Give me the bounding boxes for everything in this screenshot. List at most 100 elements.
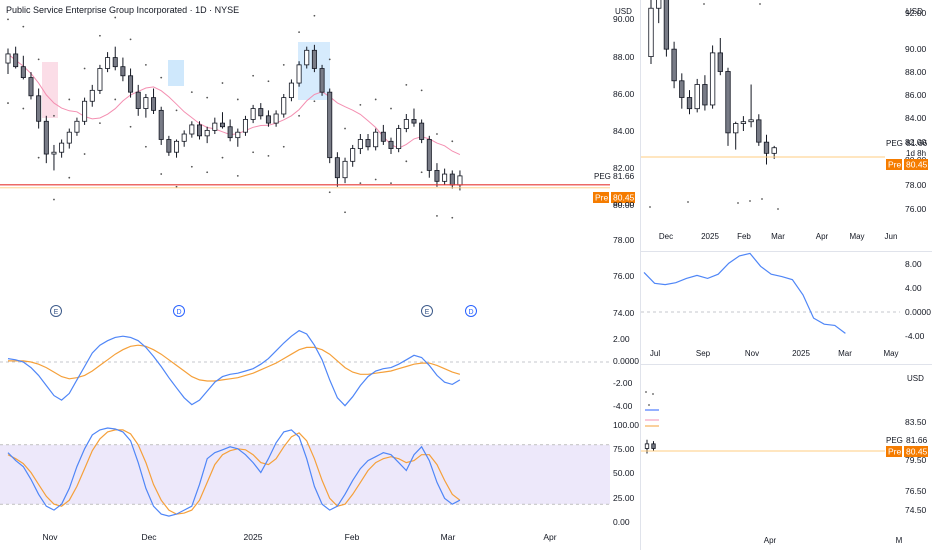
main-candle[interactable] [36,95,42,122]
panel-tr-candle[interactable] [763,141,770,154]
main-candle[interactable] [419,122,425,140]
panel-tr-band-dot [737,202,739,204]
main-candle[interactable] [20,66,26,79]
band-dot-lower [405,160,408,163]
main-candle[interactable] [166,139,172,153]
panel-tr-badge-pre-value-bg [904,159,928,170]
main-x-axis-label: Dec [141,532,157,542]
main-candle[interactable] [357,139,363,149]
main-candle[interactable] [74,120,80,133]
main-candle[interactable] [380,131,386,142]
main-candle[interactable] [120,66,126,77]
main-candle[interactable] [288,82,294,99]
main-candle[interactable] [66,131,72,144]
main-candle[interactable] [43,120,49,155]
main-candle[interactable] [128,75,134,93]
band-dot-upper [68,98,71,101]
main-candle[interactable] [51,151,57,155]
band-dot-lower [236,174,239,177]
main-candle[interactable] [319,68,325,93]
panel-tr-candle[interactable] [648,7,654,58]
main-candle[interactable] [28,77,34,97]
main-candle[interactable] [235,131,241,139]
macd-signal-line [8,344,461,382]
main-candle[interactable] [365,139,371,148]
main-candle[interactable] [327,91,333,159]
panel-tr-candle[interactable] [671,48,677,82]
panel-tr-candle[interactable] [756,119,762,143]
earnings-marker-icon[interactable] [421,305,433,317]
panel-tr-candle[interactable] [748,119,754,123]
main-candle[interactable] [151,97,157,111]
earnings-marker-icon[interactable] [50,305,62,317]
main-candle[interactable] [411,119,417,124]
main-candle[interactable] [242,119,248,133]
panel-br-candle[interactable] [651,443,656,449]
main-candle[interactable] [426,139,432,171]
panel-tr-candle[interactable] [694,84,700,110]
main-candle[interactable] [442,173,448,182]
panel-tr-candle[interactable] [709,52,716,106]
panel-tr-candle[interactable] [717,52,723,72]
main-candle[interactable] [457,175,463,186]
panel-br-candle[interactable] [644,443,650,449]
main-candle[interactable] [273,113,279,124]
band-dot-lower [451,216,454,219]
main-candle[interactable] [212,122,218,131]
panel-tr-candle[interactable] [725,71,731,134]
main-candle[interactable] [204,129,210,137]
main-candle[interactable] [97,68,103,91]
panel-br-badge-pre-value: 80.45 [906,447,928,457]
main-candle[interactable] [281,97,287,115]
main-candle[interactable] [227,126,233,139]
main-candle[interactable] [396,128,402,149]
panel-tr-candle[interactable] [702,84,708,106]
main-candle[interactable] [143,97,149,109]
main-candle[interactable] [296,64,302,84]
band-dot-lower [328,191,331,194]
main-candle[interactable] [158,109,164,140]
main-badge-pre-value-bg [611,192,635,203]
dividend-marker-icon[interactable] [173,305,185,317]
main-candle[interactable] [258,108,264,117]
main-candle[interactable] [59,142,65,153]
main-candle[interactable] [304,49,310,66]
main-candle[interactable] [342,160,348,179]
main-candle[interactable] [265,115,271,124]
main-candle[interactable] [174,140,180,153]
panel-mr-x-axis-label: Mar [838,349,852,358]
dividend-marker-icon[interactable] [465,305,477,317]
main-candle[interactable] [13,53,19,68]
main-candle[interactable] [189,124,195,135]
main-candle[interactable] [434,170,440,182]
main-candle[interactable] [219,122,225,128]
main-candle[interactable] [311,49,317,69]
main-candle[interactable] [388,140,394,149]
panel-tr-candle[interactable] [733,123,739,134]
main-candle[interactable] [135,91,141,109]
main-candle[interactable] [5,53,11,64]
main-candle[interactable] [89,89,95,102]
main-candle[interactable] [350,148,356,162]
main-candle[interactable] [250,108,256,120]
main-candle[interactable] [105,57,111,69]
panel-tr-candle[interactable] [686,97,693,110]
main-candle[interactable] [196,124,202,137]
band-dot-upper [206,96,209,99]
main-candle[interactable] [373,131,379,148]
panel-tr-x-axis-label: Mar [771,232,785,241]
panel-tr-candle[interactable] [656,0,662,9]
main-candle[interactable] [403,119,409,129]
panel-tr-candle[interactable] [740,121,747,124]
panel-tr-candle[interactable] [679,80,685,98]
panel-tr-candle[interactable] [663,0,670,50]
main-candle[interactable] [334,157,340,179]
main-candle[interactable] [82,100,88,122]
main-candle[interactable] [112,57,118,68]
panel-tr-candle[interactable] [771,147,777,154]
main-candle[interactable] [449,173,455,186]
main-candle[interactable] [181,133,187,142]
panel-br-badge-pre-label-bg [886,446,902,457]
panel-br-x-axis-label: Apr [764,536,777,545]
